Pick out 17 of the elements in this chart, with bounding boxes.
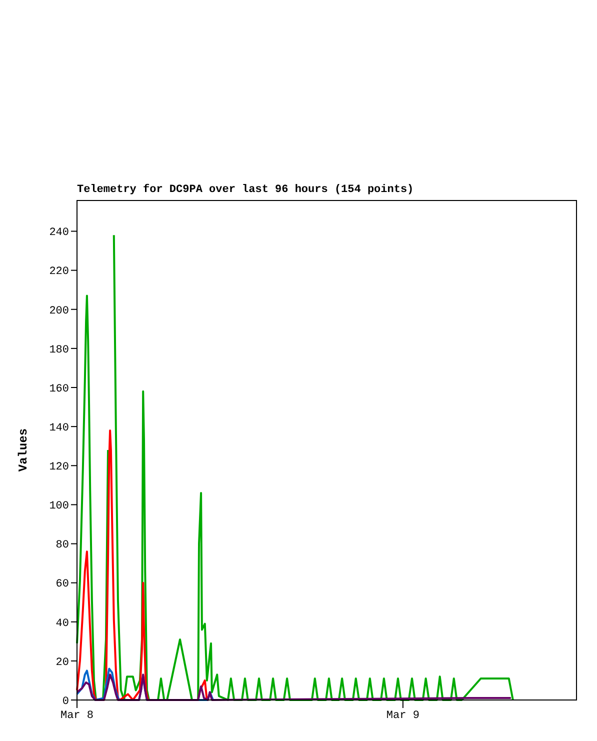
y-tick-label: 40	[56, 618, 69, 630]
y-tick-label: 200	[49, 305, 69, 318]
y-tick-label: 140	[49, 422, 69, 434]
y-tick-label: 180	[49, 344, 69, 356]
y-tick-label: 220	[49, 266, 69, 278]
y-tick-label: 0	[62, 696, 69, 708]
x-tick-label: Mar 8	[60, 710, 94, 722]
y-tick-label: 120	[49, 462, 69, 474]
chart-title: Telemetry for DC9PA over last 96 hours (154 points)	[77, 184, 414, 196]
y-tick-label: 100	[49, 500, 69, 513]
y-tick-label: 60	[56, 578, 69, 591]
y-tick-label: 20	[56, 656, 69, 669]
y-axis-title: Values	[16, 428, 30, 472]
y-tick-label: 80	[56, 540, 69, 552]
y-tick-label: 240	[49, 227, 69, 240]
x-tick-label: Mar 9	[386, 710, 420, 722]
y-tick-label: 160	[49, 383, 69, 396]
